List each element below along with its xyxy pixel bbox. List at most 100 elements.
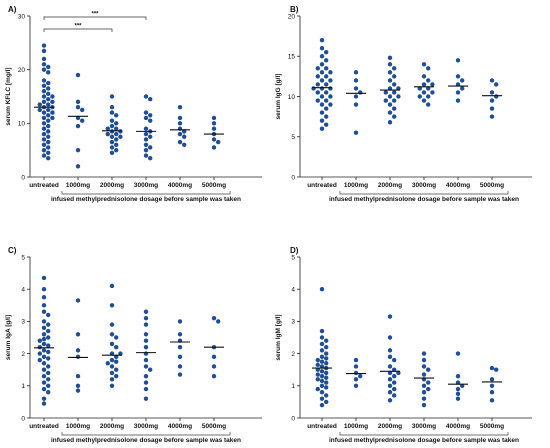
data-point bbox=[114, 126, 119, 131]
data-point bbox=[315, 362, 320, 368]
data-point bbox=[319, 126, 325, 131]
category-label: 5000mg bbox=[202, 182, 226, 189]
data-point bbox=[143, 344, 149, 350]
y-axis-label: serum IgA [g/l] bbox=[5, 315, 12, 360]
data-point bbox=[455, 74, 461, 79]
y-tick-label: 3 bbox=[291, 319, 295, 326]
data-point bbox=[315, 377, 320, 382]
data-point bbox=[46, 150, 51, 156]
significance-bracket bbox=[43, 16, 147, 20]
data-point bbox=[489, 78, 495, 83]
category-label: 4000mg bbox=[446, 182, 470, 189]
data-point bbox=[41, 367, 47, 372]
data-point bbox=[319, 94, 325, 99]
data-point bbox=[114, 113, 119, 118]
data-point bbox=[177, 121, 183, 126]
panel-letter: D) bbox=[290, 246, 299, 255]
data-point bbox=[46, 343, 51, 348]
data-point bbox=[109, 364, 115, 369]
data-point bbox=[392, 373, 397, 379]
data-point bbox=[392, 386, 397, 392]
data-point bbox=[148, 118, 153, 123]
data-point bbox=[41, 354, 47, 360]
data-point bbox=[387, 110, 393, 115]
data-point bbox=[41, 126, 47, 131]
data-point bbox=[421, 357, 427, 363]
data-point bbox=[353, 383, 359, 388]
data-point bbox=[75, 105, 81, 110]
data-point bbox=[211, 373, 217, 379]
data-point bbox=[177, 115, 183, 121]
data-point bbox=[80, 107, 85, 113]
data-point bbox=[109, 357, 115, 363]
data-point bbox=[143, 364, 149, 369]
data-point bbox=[41, 153, 47, 158]
data-point bbox=[489, 390, 495, 395]
data-point bbox=[216, 139, 221, 145]
data-point bbox=[319, 110, 325, 115]
category-label: 4000mg bbox=[446, 423, 470, 430]
data-point bbox=[319, 396, 325, 401]
category-label: untreated bbox=[29, 423, 59, 430]
data-point bbox=[41, 401, 47, 406]
data-point bbox=[143, 338, 149, 343]
data-point bbox=[75, 164, 81, 169]
y-tick-label: 4 bbox=[21, 287, 25, 294]
data-point bbox=[114, 359, 119, 364]
data-point bbox=[109, 105, 115, 110]
data-point bbox=[319, 373, 325, 379]
data-point bbox=[211, 145, 217, 150]
data-point bbox=[143, 147, 149, 153]
data-point bbox=[75, 354, 81, 360]
data-point bbox=[41, 48, 47, 54]
data-point bbox=[387, 62, 393, 67]
data-point bbox=[182, 134, 187, 139]
y-tick-label: 20 bbox=[288, 13, 296, 20]
data-point bbox=[114, 131, 119, 137]
data-point bbox=[455, 396, 461, 401]
data-point bbox=[41, 348, 47, 353]
data-point bbox=[324, 351, 329, 356]
data-point bbox=[353, 130, 359, 135]
data-point bbox=[489, 398, 495, 403]
data-point bbox=[324, 106, 329, 111]
data-point bbox=[148, 156, 153, 161]
data-point bbox=[319, 78, 325, 83]
data-point bbox=[319, 390, 325, 395]
data-point bbox=[148, 367, 153, 372]
data-point bbox=[324, 399, 329, 405]
data-point bbox=[109, 123, 115, 129]
data-point bbox=[421, 402, 427, 408]
data-point bbox=[177, 131, 183, 137]
data-point bbox=[41, 275, 47, 281]
data-point bbox=[46, 364, 51, 369]
data-point bbox=[75, 388, 81, 393]
data-point bbox=[324, 66, 329, 71]
y-tick-label: 20 bbox=[18, 67, 26, 74]
data-point bbox=[319, 54, 325, 59]
data-point bbox=[315, 74, 320, 79]
data-point bbox=[211, 354, 217, 360]
y-tick-label: 2 bbox=[21, 351, 25, 358]
data-point bbox=[109, 370, 115, 376]
data-point bbox=[75, 99, 81, 105]
data-point bbox=[324, 375, 329, 380]
data-point bbox=[324, 122, 329, 127]
data-point bbox=[109, 94, 115, 99]
data-point bbox=[41, 147, 47, 153]
data-point bbox=[75, 383, 81, 388]
data-point bbox=[37, 357, 42, 363]
data-point bbox=[328, 78, 333, 83]
data-point bbox=[41, 361, 47, 366]
data-point bbox=[211, 115, 217, 121]
data-point bbox=[494, 82, 499, 87]
data-point bbox=[177, 139, 183, 145]
dosage-bracket bbox=[339, 191, 509, 195]
data-point bbox=[41, 110, 47, 115]
data-point bbox=[319, 402, 325, 408]
data-point bbox=[75, 373, 81, 379]
data-point bbox=[46, 349, 51, 355]
chart-panel-b: B) 0 5 10 15 20 serum IgG [g/l] untreated 1000mg… bbox=[275, 5, 532, 203]
data-point bbox=[148, 145, 153, 150]
data-point bbox=[324, 82, 329, 87]
